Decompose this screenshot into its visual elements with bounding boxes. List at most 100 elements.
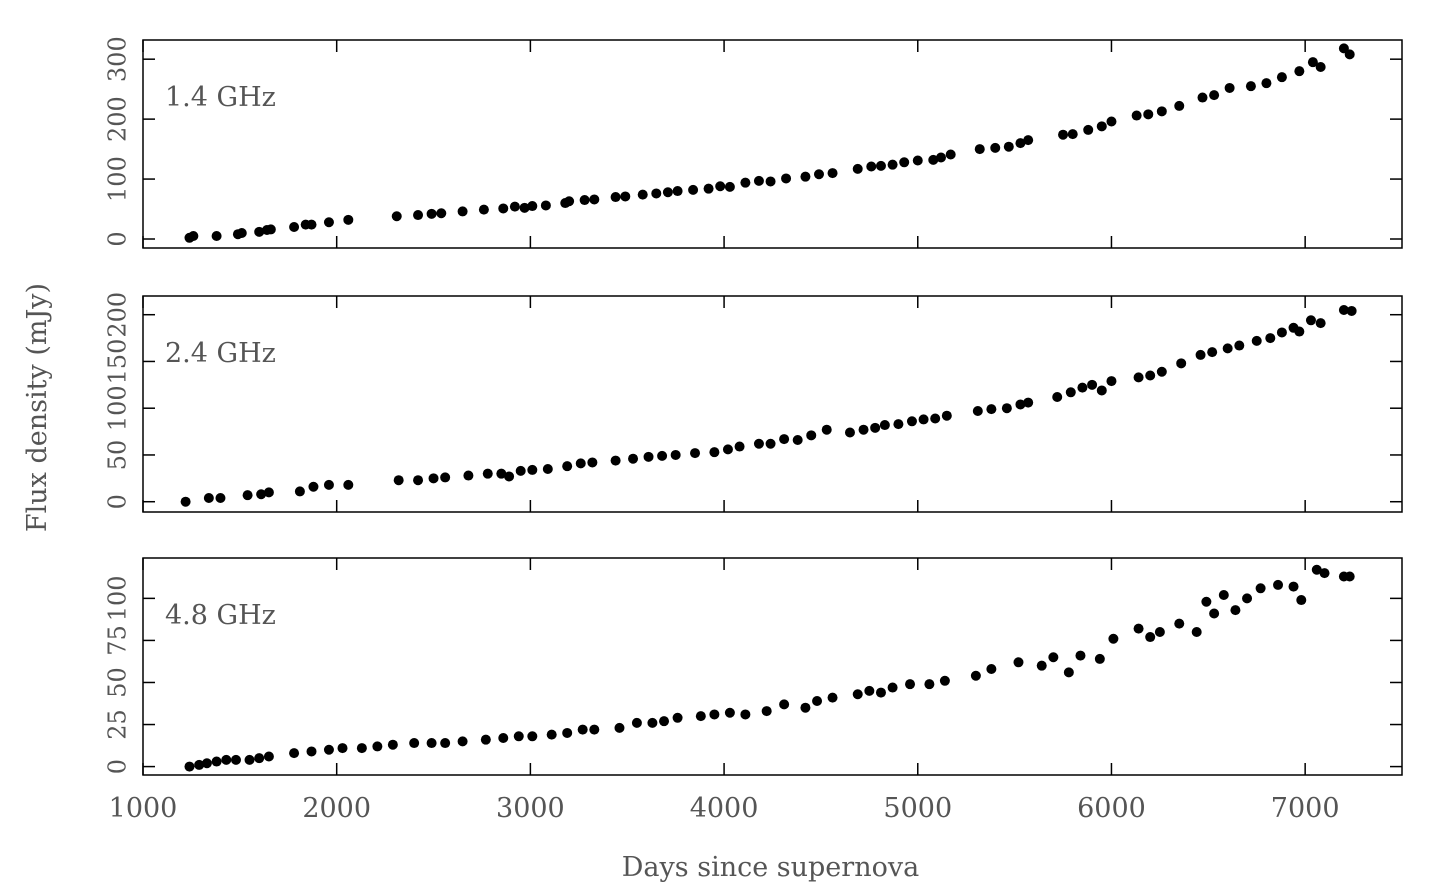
data-point xyxy=(1156,106,1167,117)
data-point xyxy=(1058,129,1069,140)
data-point xyxy=(482,468,493,479)
data-point xyxy=(498,732,509,743)
data-point xyxy=(690,448,701,459)
data-point xyxy=(1156,366,1167,377)
data-point xyxy=(870,422,881,433)
data-point xyxy=(463,470,474,481)
data-point xyxy=(1338,305,1349,316)
data-point xyxy=(294,486,305,497)
data-point xyxy=(527,731,538,742)
data-point xyxy=(753,175,764,186)
data-point xyxy=(1294,66,1305,77)
x-axis-label: Days since supernova xyxy=(622,852,919,883)
data-point xyxy=(858,424,869,435)
data-point xyxy=(1174,618,1185,629)
data-point xyxy=(215,492,226,503)
data-point xyxy=(1251,335,1262,346)
data-point xyxy=(1319,568,1330,579)
data-point xyxy=(1224,82,1235,93)
data-point xyxy=(1288,581,1299,592)
data-point xyxy=(614,722,625,733)
data-point xyxy=(765,176,776,187)
data-point xyxy=(1307,57,1318,68)
data-point xyxy=(306,746,317,757)
data-point xyxy=(1305,315,1316,326)
data-point xyxy=(180,496,191,507)
plot-frame xyxy=(142,557,1403,776)
data-point xyxy=(724,181,735,192)
data-point xyxy=(203,492,214,503)
x-tick-label: 6000 xyxy=(1077,793,1146,824)
data-point xyxy=(986,404,997,415)
data-point xyxy=(610,455,621,466)
data-point xyxy=(974,144,985,155)
data-point xyxy=(924,679,935,690)
data-point xyxy=(659,716,670,727)
data-point xyxy=(986,664,997,675)
data-point xyxy=(393,475,404,486)
data-point xyxy=(413,210,424,221)
data-point xyxy=(1015,138,1026,149)
data-point xyxy=(918,414,929,425)
y-tick-label: 25 xyxy=(104,709,132,740)
data-point xyxy=(709,709,720,720)
data-point xyxy=(672,186,683,197)
data-point xyxy=(564,196,575,207)
data-point xyxy=(1265,333,1276,344)
data-point xyxy=(263,751,274,762)
data-point xyxy=(1273,579,1284,590)
data-point xyxy=(1013,657,1024,668)
data-point xyxy=(184,761,195,772)
data-point xyxy=(1344,49,1355,60)
data-point xyxy=(722,444,733,455)
data-point xyxy=(1315,318,1326,329)
data-point xyxy=(899,157,910,168)
data-point xyxy=(945,149,956,160)
data-point xyxy=(201,758,212,769)
data-point xyxy=(457,206,468,217)
data-point xyxy=(620,191,631,202)
y-tick-label: 100 xyxy=(104,156,132,202)
data-point xyxy=(323,479,334,490)
data-point xyxy=(1096,385,1107,396)
data-point xyxy=(887,682,898,693)
data-point xyxy=(670,449,681,460)
data-point xyxy=(753,438,764,449)
data-point xyxy=(242,490,253,501)
data-point xyxy=(734,441,745,452)
data-point xyxy=(527,201,538,212)
data-point xyxy=(372,741,383,752)
data-point xyxy=(928,154,939,165)
data-point xyxy=(866,161,877,172)
data-point xyxy=(1174,100,1185,111)
data-point xyxy=(1087,379,1098,390)
data-point xyxy=(265,224,276,235)
data-point xyxy=(688,184,699,195)
data-point xyxy=(1145,370,1156,381)
data-point xyxy=(662,187,673,198)
data-point xyxy=(542,463,553,474)
data-point xyxy=(631,717,642,728)
data-point xyxy=(440,738,451,749)
data-point xyxy=(1201,596,1212,607)
data-point xyxy=(428,473,439,484)
data-point xyxy=(256,489,267,500)
data-point xyxy=(1023,397,1034,408)
data-point xyxy=(939,675,950,686)
data-point xyxy=(1195,349,1206,360)
data-point xyxy=(575,458,586,469)
data-point xyxy=(562,461,573,472)
data-point xyxy=(912,155,923,166)
data-point xyxy=(761,706,772,717)
data-point xyxy=(628,453,639,464)
data-point xyxy=(1052,391,1063,402)
data-point xyxy=(519,202,530,213)
data-point xyxy=(893,419,904,430)
x-tick-label: 3000 xyxy=(496,793,565,824)
data-point xyxy=(1145,632,1156,643)
data-point xyxy=(589,724,600,735)
data-point xyxy=(244,754,255,765)
y-tick-label: 100 xyxy=(104,575,132,621)
data-point xyxy=(844,427,855,438)
